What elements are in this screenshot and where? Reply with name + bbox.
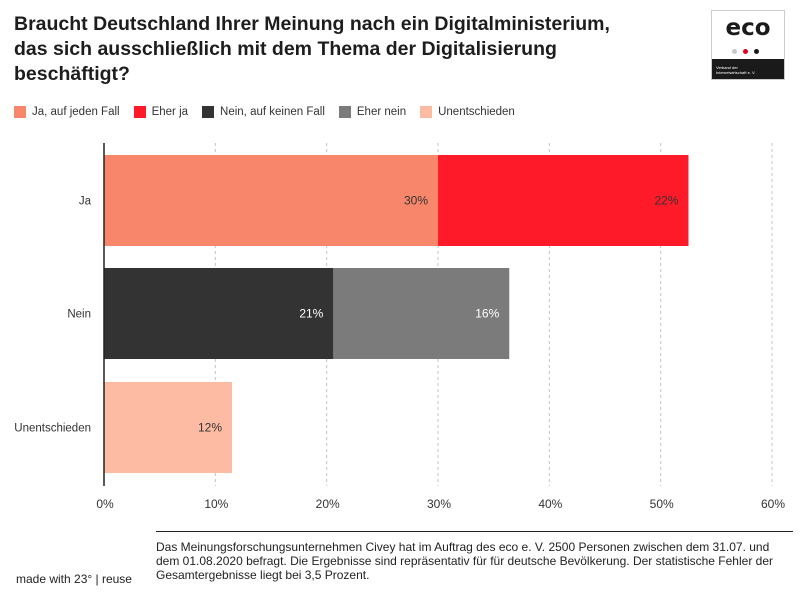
legend: Ja, auf jeden Fall Eher ja Nein, auf keine… xyxy=(14,106,529,118)
x-tick-label: 0% xyxy=(96,497,114,511)
x-tick-label: 30% xyxy=(427,497,451,511)
category-label: Nein xyxy=(67,309,91,321)
data-label: 16% xyxy=(475,307,499,321)
legend-item: Eher ja xyxy=(133,106,189,118)
logo-base: Verband der Internetwirtschaft e. V. xyxy=(712,59,784,79)
x-tick-label: 20% xyxy=(316,497,340,511)
legend-swatch xyxy=(133,106,146,118)
logo-subtitle-line: Internetwirtschaft e. V. xyxy=(716,70,756,75)
category-label: Ja xyxy=(79,196,92,208)
bar-segment xyxy=(438,155,689,246)
title-line: das sich ausschließlich mit dem Thema de… xyxy=(14,38,557,60)
legend-item: Eher nein xyxy=(338,106,407,118)
bar-chart: 0% 10% 20% 30% 40% 50% 60% 30% 22% Ja 21% 16% Nein 12… xyxy=(14,143,785,511)
data-label: 22% xyxy=(654,194,678,208)
bar-segment xyxy=(104,155,438,246)
logo-wordmark: eco xyxy=(725,15,771,41)
title-line: Braucht Deutschland Ihrer Meinung nach e… xyxy=(14,13,610,35)
logo-dots xyxy=(732,41,772,54)
logo-dot xyxy=(732,49,737,54)
legend-swatch xyxy=(14,106,26,118)
x-tick-label: 60% xyxy=(761,497,785,511)
legend-swatch xyxy=(420,106,433,118)
footnote: Das Meinungsforschungsunternehmen Civey … xyxy=(156,531,793,582)
logo-dot xyxy=(743,49,748,54)
eco-logo: eco Verband der Internetwirtschaft e. V. xyxy=(711,10,785,80)
legend-swatch xyxy=(202,106,215,118)
legend-item: Nein, auf keinen Fall xyxy=(202,106,325,118)
credit-text: made with 23° | reuse xyxy=(16,572,132,586)
legend-label: Ja, auf jeden Fall xyxy=(32,106,120,118)
legend-item: Ja, auf jeden Fall xyxy=(14,106,120,118)
logo-dot xyxy=(754,49,759,54)
bar-segment xyxy=(333,268,510,359)
chart-title: Braucht Deutschland Ihrer Meinung nach e… xyxy=(14,12,694,87)
x-tick-label: 10% xyxy=(204,497,228,511)
data-label: 21% xyxy=(299,307,323,321)
legend-label: Eher nein xyxy=(356,106,407,118)
data-label: 12% xyxy=(198,421,222,435)
legend-label: Unentschieden xyxy=(438,106,515,118)
legend-swatch xyxy=(338,106,351,118)
category-label: Unentschieden xyxy=(14,423,91,435)
legend-label: Nein, auf keinen Fall xyxy=(220,106,325,118)
legend-label: Eher ja xyxy=(151,106,189,118)
x-tick-label: 40% xyxy=(538,497,562,511)
legend-item: Unentschieden xyxy=(420,106,515,118)
title-line: beschäftigt? xyxy=(14,63,130,85)
data-label: 30% xyxy=(404,194,428,208)
logo-subtitle-line: Verband der xyxy=(716,65,738,70)
bar-segment xyxy=(104,382,233,473)
x-tick-label: 50% xyxy=(650,497,674,511)
bar-segment xyxy=(104,268,334,359)
